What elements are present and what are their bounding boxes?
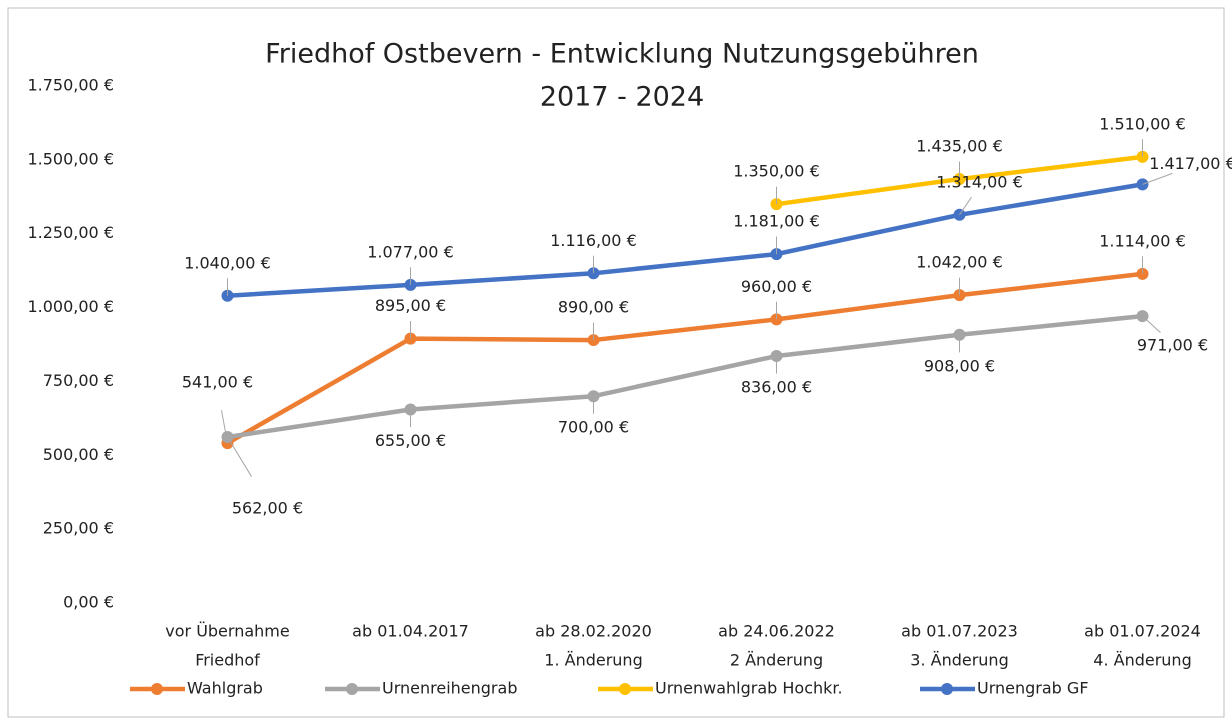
data-label: 895,00 € xyxy=(375,296,446,315)
legend-label: Wahlgrab xyxy=(187,679,263,698)
x-tick-label: ab 24.06.2022 xyxy=(718,622,835,641)
data-label: 1.314,00 € xyxy=(936,172,1023,191)
data-label: 1.114,00 € xyxy=(1099,231,1186,250)
legend-marker xyxy=(941,683,953,695)
data-label: 1.116,00 € xyxy=(550,231,637,250)
chart-border xyxy=(7,7,1225,718)
data-point xyxy=(770,248,783,261)
x-tick-label: 2 Änderung xyxy=(730,651,823,670)
leader-line xyxy=(1142,315,1161,334)
legend-marker xyxy=(619,683,631,695)
x-tick-label: 3. Änderung xyxy=(910,651,1008,670)
data-label: 1.040,00 € xyxy=(184,253,271,272)
y-tick-label: 750,00 € xyxy=(43,371,114,390)
data-label: 1.510,00 € xyxy=(1099,114,1186,133)
y-tick-label: 1.750,00 € xyxy=(27,76,114,95)
y-tick-label: 0,00 € xyxy=(63,593,114,612)
data-label: 562,00 € xyxy=(232,498,303,517)
x-tick-label: 4. Änderung xyxy=(1093,651,1191,670)
chart-title: Friedhof Ostbevern - Entwicklung Nutzung… xyxy=(265,39,979,70)
data-label: 1.042,00 € xyxy=(916,253,1003,272)
data-label: 1.077,00 € xyxy=(367,242,454,261)
data-label: 971,00 € xyxy=(1137,336,1208,355)
y-tick-label: 1.000,00 € xyxy=(27,297,114,316)
chart-title: 2017 - 2024 xyxy=(540,82,704,113)
legend-label: Urnenwahlgrab Hochkr. xyxy=(655,679,843,698)
series-line xyxy=(226,271,1143,446)
x-tick-label: ab 01.07.2023 xyxy=(901,622,1018,641)
data-label: 1.181,00 € xyxy=(733,212,820,231)
legend-label: Urnenreihengrab xyxy=(382,679,517,698)
x-tick-label: 1. Änderung xyxy=(544,651,642,670)
leader-line xyxy=(227,436,252,477)
leader-line xyxy=(959,196,972,216)
data-label: 1.435,00 € xyxy=(916,137,1003,156)
data-label: 960,00 € xyxy=(741,277,812,296)
legend-label: Urnengrab GF xyxy=(977,679,1089,698)
x-tick-label: Friedhof xyxy=(195,651,260,670)
x-tick-label: ab 01.07.2024 xyxy=(1084,622,1201,641)
y-tick-label: 250,00 € xyxy=(43,519,114,538)
data-label: 655,00 € xyxy=(375,431,446,450)
x-tick-label: vor Übernahme xyxy=(165,622,289,641)
data-label: 908,00 € xyxy=(924,356,995,375)
data-label: 700,00 € xyxy=(558,418,629,437)
legend-marker xyxy=(346,683,358,695)
data-label: 890,00 € xyxy=(558,298,629,317)
data-label: 1.350,00 € xyxy=(733,162,820,181)
y-tick-label: 500,00 € xyxy=(43,445,114,464)
data-label: 1.417,00 € xyxy=(1149,154,1232,173)
y-tick-label: 1.250,00 € xyxy=(27,223,114,242)
legend-marker xyxy=(151,683,163,695)
x-tick-label: ab 01.04.2017 xyxy=(352,622,469,641)
x-tick-label: ab 28.02.2020 xyxy=(535,622,652,641)
y-tick-label: 1.500,00 € xyxy=(27,149,114,168)
data-label: 836,00 € xyxy=(741,378,812,397)
data-label: 541,00 € xyxy=(182,373,253,392)
series-line xyxy=(227,313,1143,440)
leader-line xyxy=(1142,172,1173,185)
series-line xyxy=(227,182,1143,299)
